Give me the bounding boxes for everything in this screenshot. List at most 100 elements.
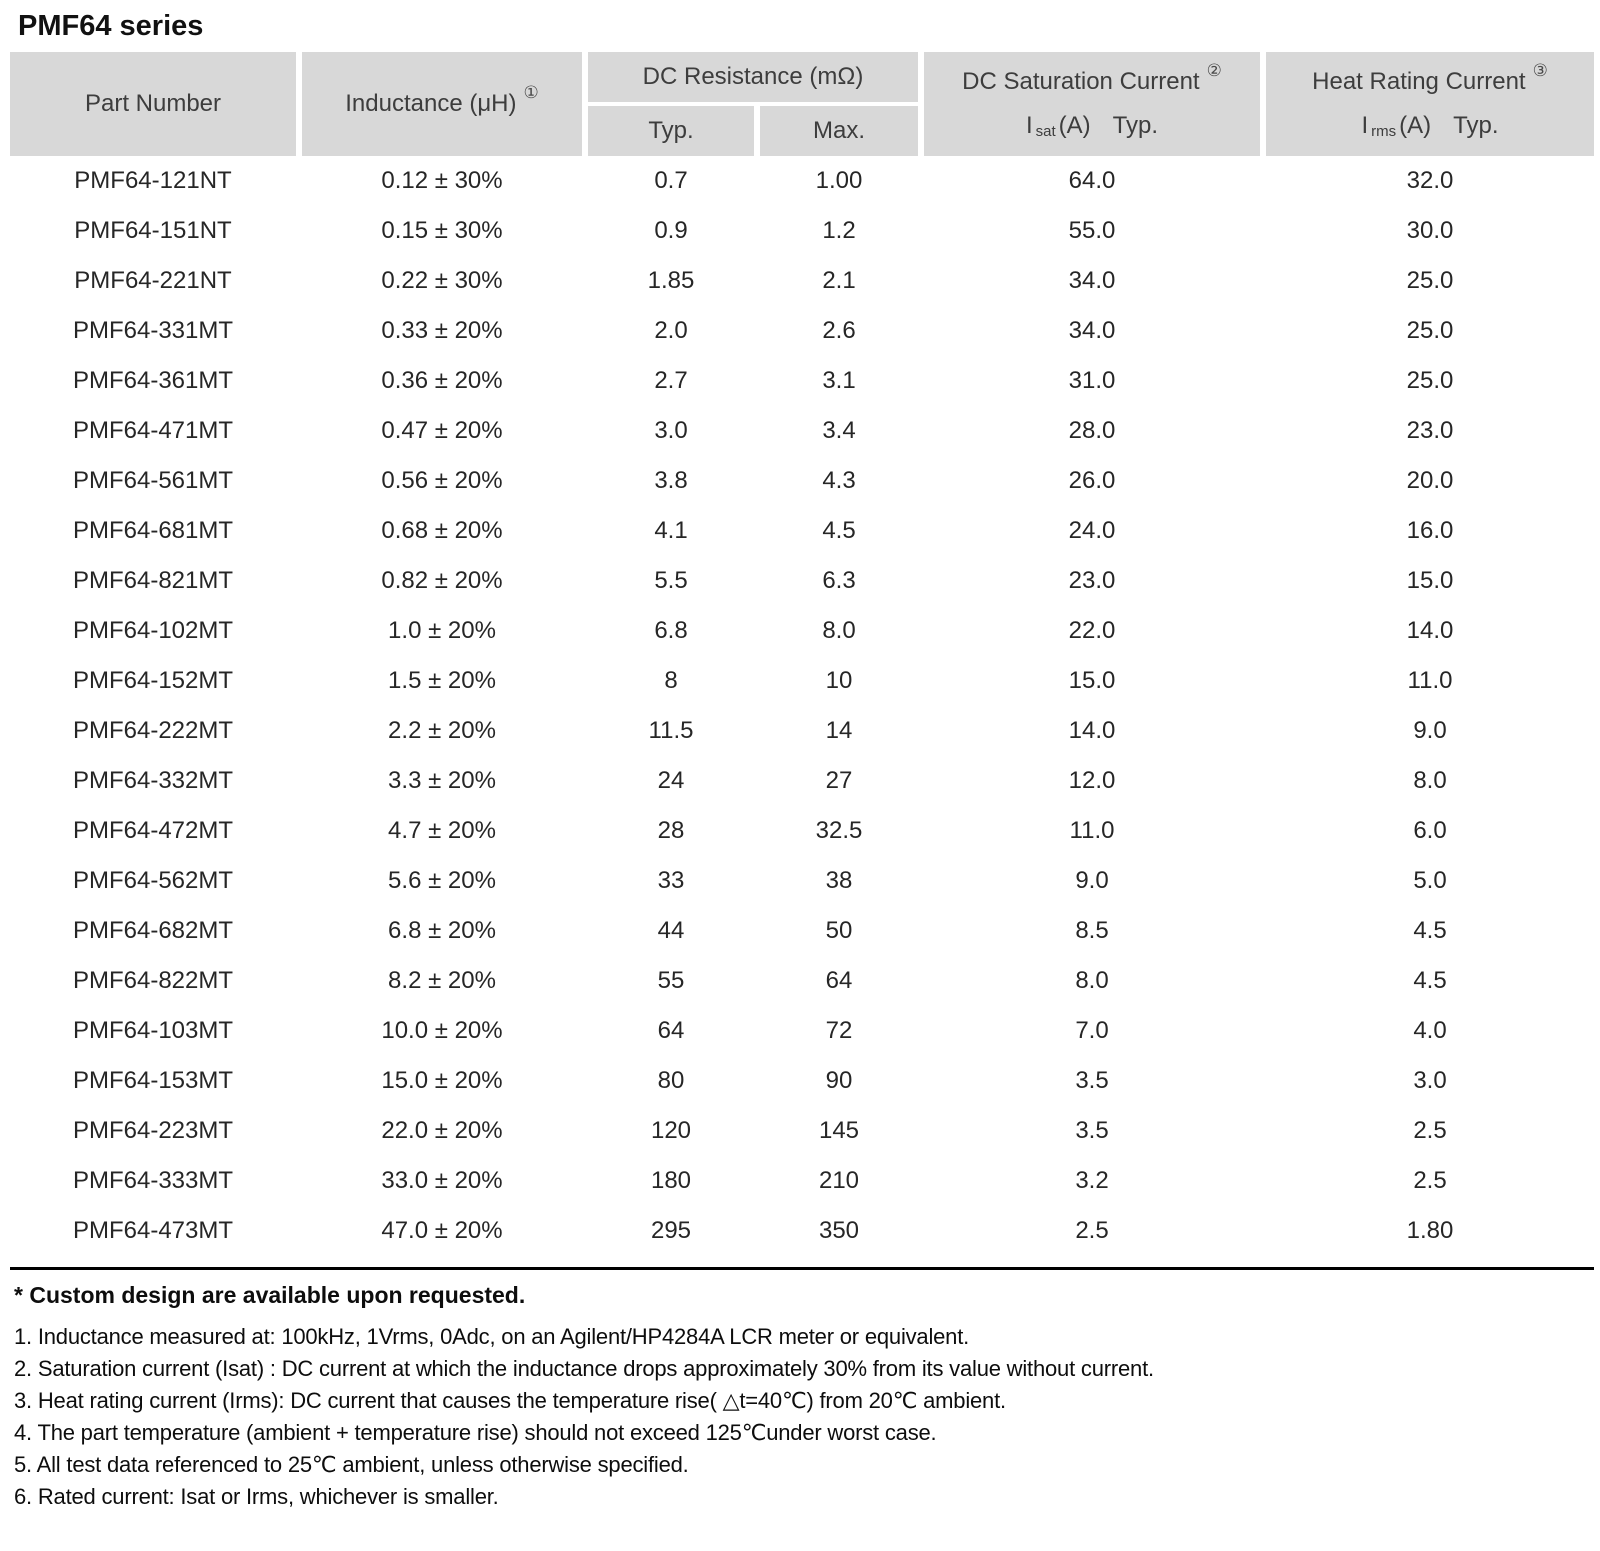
table-cell: 3.0 (654, 417, 688, 444)
table-cell: PMF64-331MT (72, 317, 234, 344)
table-cell: 30.0 (1406, 217, 1454, 244)
table-cell: PMF64-152MT (72, 667, 234, 694)
table-cell: 64 (657, 1017, 685, 1044)
table-cell: 1.00 (815, 167, 863, 194)
table-cell: 80 (657, 1067, 685, 1094)
footnote-item: 4. The part temperature (ambient + tempe… (14, 1420, 937, 1445)
table-cell: 3.5 (1075, 1117, 1109, 1144)
table-cell: 3.5 (1075, 1067, 1109, 1094)
note-ref-2-icon: ② (1206, 61, 1222, 80)
table-cell: 3.3 ± 20% (388, 767, 496, 794)
table-cell: 15.0 ± 20% (381, 1067, 503, 1094)
table-cell: 2.2 ± 20% (388, 717, 496, 744)
col-header-dcr-max-label: Max. (812, 117, 865, 144)
table-cell: 0.82 ± 20% (381, 567, 503, 594)
table-row: PMF64-121NT 0.12 ± 30% 0.7 1.00 64.0 32.0 (10, 156, 1594, 206)
table-cell: 0.33 ± 20% (381, 317, 503, 344)
table-cell: 8.0 (822, 617, 856, 644)
table-cell: 6.3 (822, 567, 856, 594)
table-cell: PMF64-681MT (72, 517, 234, 544)
footnote-item: 3. Heat rating current (Irms): DC curren… (14, 1388, 1006, 1413)
table-cell: 22.0 (1068, 617, 1116, 644)
isat-subscript: sat (1035, 122, 1056, 140)
table-cell: 11.0 (1069, 817, 1115, 844)
table-cell: 5.5 (654, 567, 688, 594)
table-cell: 8.0 (1413, 767, 1447, 794)
table-cell: 4.5 (822, 517, 856, 544)
col-header-dc-resistance-label: DC Resistance (mΩ) (642, 63, 864, 90)
table-cell: PMF64-151NT (74, 217, 232, 244)
col-header-dcr-typ: Typ. (588, 106, 754, 156)
table-cell: PMF64-121NT (74, 167, 232, 194)
table-cell: PMF64-153MT (72, 1067, 234, 1094)
table-cell: 8 (664, 667, 678, 694)
table-cell: 28 (657, 817, 685, 844)
col-header-heat-title: Heat Rating Current ③ (1312, 61, 1548, 96)
isat-qualifier: Typ. (1112, 112, 1159, 139)
table-cell: 0.68 ± 20% (381, 517, 503, 544)
note-ref-3-icon: ③ (1532, 61, 1548, 80)
table-cell: PMF64-822MT (72, 967, 234, 994)
table-cell: 180 (650, 1167, 692, 1194)
irms-symbol: I (1361, 112, 1369, 139)
table-row: PMF64-222MT 2.2 ± 20% 11.5 14 14.0 9.0 (10, 706, 1594, 756)
table-cell: 14.0 (1068, 717, 1116, 744)
table-cell: 23.0 (1406, 417, 1454, 444)
table-cell: 3.0 (1413, 1067, 1447, 1094)
table-row: PMF64-562MT 5.6 ± 20% 33 38 9.0 5.0 (10, 856, 1594, 906)
table-cell: 1.80 (1406, 1217, 1454, 1244)
table-row: PMF64-331MT 0.33 ± 20% 2.0 2.6 34.0 25.0 (10, 306, 1594, 356)
table-cell: PMF64-103MT (72, 1017, 234, 1044)
table-cell: PMF64-361MT (72, 367, 234, 394)
table-cell: 27 (825, 767, 853, 794)
table-cell: 3.4 (822, 417, 856, 444)
table-cell: 145 (818, 1117, 860, 1144)
table-cell: PMF64-223MT (72, 1117, 234, 1144)
table-cell: 32.0 (1406, 167, 1454, 194)
table-cell: 11.5 (648, 717, 694, 744)
table-cell: 5.6 ± 20% (388, 867, 496, 894)
col-header-saturation-title: DC Saturation Current ② (962, 61, 1222, 96)
irms-subscript: rms (1371, 122, 1397, 140)
note-ref-1-icon: ① (523, 83, 539, 102)
table-cell: 10.0 ± 20% (381, 1017, 503, 1044)
table-cell: 11.0 (1407, 667, 1453, 694)
table-cell: 1.2 (822, 217, 856, 244)
table-cell: 0.47 ± 20% (381, 417, 503, 444)
table-cell: 22.0 ± 20% (381, 1117, 503, 1144)
table-cell: PMF64-472MT (72, 817, 234, 844)
table-cell: 0.7 (654, 167, 688, 194)
table-cell: 2.5 (1413, 1167, 1447, 1194)
table-cell: 0.56 ± 20% (381, 467, 503, 494)
table-cell: 9.0 (1413, 717, 1447, 744)
table-row: PMF64-152MT 1.5 ± 20% 8 10 15.0 11.0 (10, 656, 1594, 706)
table-cell: 1.5 ± 20% (388, 667, 496, 694)
table-cell: PMF64-561MT (72, 467, 234, 494)
table-row: PMF64-223MT 22.0 ± 20% 120 145 3.5 2.5 (10, 1106, 1594, 1156)
table-cell: 4.0 (1413, 1017, 1447, 1044)
table-cell: 34.0 (1068, 267, 1116, 294)
table-cell: 16.0 (1406, 517, 1454, 544)
col-header-saturation-subtitle: I sat (A) Typ. (1026, 112, 1158, 140)
col-header-part-number: Part Number (10, 52, 296, 156)
table-cell: 0.22 ± 30% (381, 267, 503, 294)
col-header-dc-resistance-group: DC Resistance (mΩ) (588, 52, 918, 102)
irms-qualifier: Typ. (1453, 112, 1499, 139)
table-cell: 2.5 (1075, 1217, 1109, 1244)
table-cell: 26.0 (1068, 467, 1116, 494)
table-row: PMF64-151NT 0.15 ± 30% 0.9 1.2 55.0 30.0 (10, 206, 1594, 256)
table-cell: 47.0 ± 20% (381, 1217, 503, 1244)
table-cell: 3.8 (654, 467, 688, 494)
table-cell: 0.9 (654, 217, 688, 244)
col-header-dcr-typ-label: Typ. (648, 117, 694, 144)
table-cell: 5.0 (1413, 867, 1447, 894)
table-row: PMF64-333MT 33.0 ± 20% 180 210 3.2 2.5 (10, 1156, 1594, 1206)
table-cell: 15.0 (1068, 667, 1116, 694)
spec-table-body: PMF64-121NT 0.12 ± 30% 0.7 1.00 64.0 32.0 PMF6… (10, 156, 1594, 1256)
col-header-part-number-label: Part Number (84, 90, 222, 117)
table-cell: 55.0 (1068, 217, 1116, 244)
table-cell: 50 (825, 917, 853, 944)
table-cell: 2.6 (822, 317, 856, 344)
table-row: PMF64-472MT 4.7 ± 20% 28 32.5 11.0 6.0 (10, 806, 1594, 856)
